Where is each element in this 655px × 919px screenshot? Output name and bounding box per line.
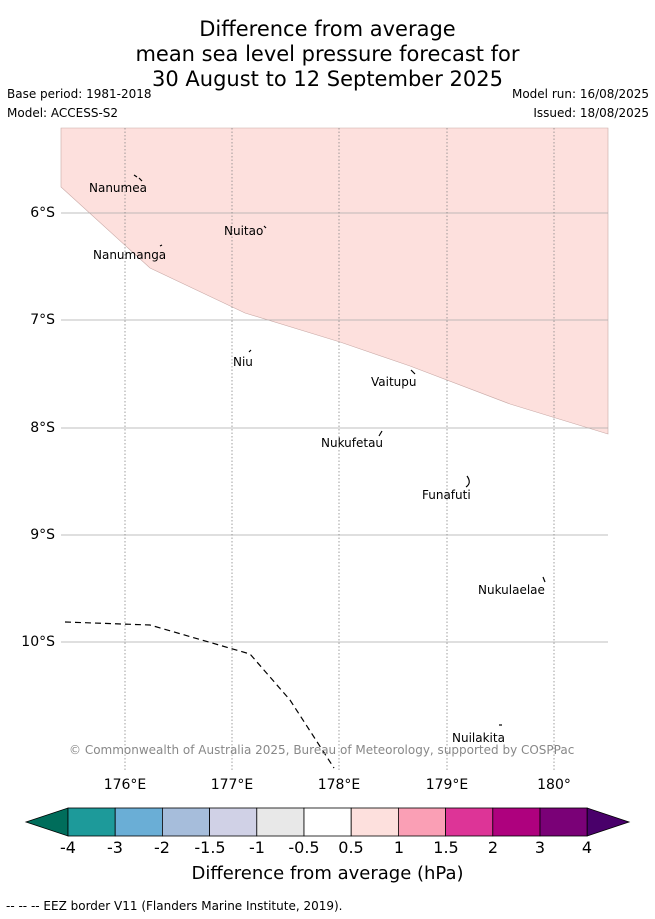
lon-label-179e: 179°E	[425, 777, 469, 793]
colorbar-label: -3	[107, 838, 123, 857]
colorbar-label: -0.5	[288, 838, 320, 857]
place-label-nanumanga: Nanumanga	[93, 248, 167, 262]
title-line-1: Difference from average	[199, 17, 456, 41]
island-nukufetau	[378, 430, 383, 437]
lat-label-7s: 7°S	[30, 312, 55, 328]
anomaly-region-0-5-to-1	[60, 127, 609, 435]
lon-label-178e: 178°E	[317, 777, 361, 793]
colorbar-swatch	[161, 807, 210, 837]
colorbar-swatch	[397, 807, 446, 837]
place-label-nukufetau: Nukufetau	[321, 436, 384, 450]
island-funafuti	[465, 475, 470, 488]
place-label-niu: Niu	[233, 355, 253, 369]
colorbar-swatch	[209, 807, 258, 837]
colorbar-label: 0.5	[338, 838, 364, 857]
colorbar-swatch	[256, 807, 305, 837]
colorbar-label: 3	[534, 838, 546, 857]
island-niu	[248, 349, 252, 353]
lat-label-10s: 10°S	[21, 634, 55, 650]
place-label-funafuti: Funafuti	[422, 488, 471, 502]
colorbar-swatch	[67, 807, 116, 837]
colorbar-label: -1	[249, 838, 265, 857]
lat-label-6s: 6°S	[30, 205, 55, 221]
colorbar-swatch	[539, 807, 588, 837]
place-label-nuilakita: Nuilakita	[452, 731, 505, 745]
island-nanumanga	[159, 244, 163, 247]
colorbar-label: -4	[60, 838, 76, 857]
eez-footnote: -- -- -- EEZ border V11 (Flanders Marine…	[6, 899, 343, 913]
copyright-credit: © Commonwealth of Australia 2025, Bureau…	[69, 743, 575, 757]
lat-label-8s: 8°S	[30, 420, 55, 436]
colorbar-label: 2	[487, 838, 499, 857]
title-line-2: mean sea level pressure forecast for	[135, 42, 520, 66]
map-title: Difference from average mean sea level p…	[0, 17, 655, 92]
colorbar-swatch	[114, 807, 163, 837]
colorbar-label: -1.5	[194, 838, 226, 857]
title-line-3: 30 August to 12 September 2025	[152, 67, 503, 91]
place-label-nanumea: Nanumea	[89, 181, 147, 195]
lon-label-176e: 176°E	[103, 777, 147, 793]
colorbar-label: 4	[581, 838, 593, 857]
island-marks	[133, 174, 546, 726]
colorbar-label: 1.5	[433, 838, 459, 857]
colorbar-label: -2	[154, 838, 170, 857]
place-label-vaitupu: Vaitupu	[371, 375, 417, 389]
colorbar-label: 1	[393, 838, 405, 857]
model-run: Model run: 16/08/2025	[511, 87, 649, 101]
latitude-gridlines	[61, 212, 608, 643]
island-nuitao	[263, 225, 267, 229]
colorbar-swatch	[492, 807, 541, 837]
place-label-nukulaelae: Nukulaelae	[478, 583, 545, 597]
island-nanumea	[133, 174, 143, 182]
colorbar-title: Difference from average (hPa)	[191, 863, 464, 884]
lat-label-9s: 9°S	[30, 527, 55, 543]
colorbar-swatch	[445, 807, 494, 837]
lon-label-177e: 177°E	[210, 777, 254, 793]
colorbar-extend-high	[586, 807, 631, 837]
colorbar-swatch	[350, 807, 399, 837]
colorbar-swatch	[303, 807, 352, 837]
lon-label-180: 180°	[537, 777, 571, 793]
colorbar	[24, 807, 631, 837]
place-label-nuitao: Nuitao	[224, 224, 264, 238]
base-period: Base period: 1981-2018	[7, 87, 152, 101]
colorbar-extend-low	[24, 807, 69, 837]
issued-date: Issued: 18/08/2025	[533, 106, 649, 120]
island-nukulaelae	[542, 576, 546, 583]
island-vaitupu	[410, 369, 416, 375]
model-name: Model: ACCESS-S2	[7, 106, 119, 120]
